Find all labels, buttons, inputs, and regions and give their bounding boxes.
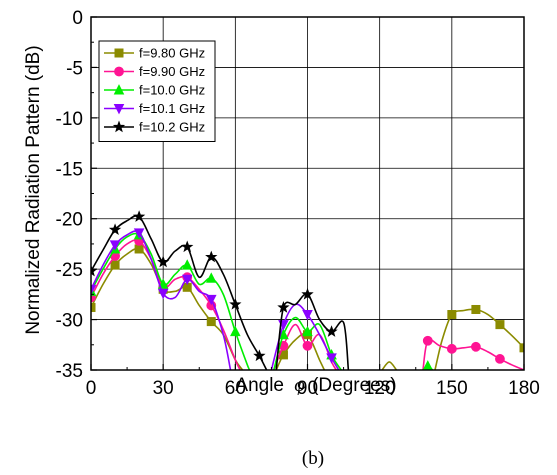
data-point (326, 353, 337, 364)
data-point (253, 349, 266, 362)
data-point (230, 325, 241, 337)
data-point (108, 223, 122, 236)
series-line (91, 232, 251, 370)
data-point (133, 228, 145, 239)
data-point (110, 260, 120, 270)
y-tick-label: -10 (56, 109, 83, 130)
y-tick-label: -15 (56, 159, 83, 180)
data-point (205, 250, 218, 263)
x-axis-label-suffix: (Degrees) (312, 375, 396, 396)
x-axis-label-symbol: φ (294, 375, 305, 396)
x-tick-label: 0 (86, 378, 97, 399)
x-axis-label: Angle φ (Degrees) (235, 375, 396, 396)
figure-caption: (b) (302, 448, 324, 469)
x-axis-label-prefix: Angle (235, 375, 284, 396)
data-point (301, 287, 314, 300)
legend-marker (113, 104, 125, 115)
y-tick-label: -25 (56, 260, 83, 281)
y-axis-label: Normalized Radiation Pattern (dB) (23, 45, 44, 334)
legend-marker (113, 84, 125, 95)
legend-label: f=10.2 GHz (139, 120, 205, 135)
data-point (495, 320, 505, 330)
x-tick-label: 180 (508, 378, 540, 399)
y-tick-label: -30 (56, 311, 83, 332)
data-point (495, 354, 505, 364)
legend-label: f=9.90 GHz (139, 64, 205, 79)
data-point (181, 259, 193, 270)
y-tick-label: -5 (66, 58, 83, 79)
legend-label: f=10.1 GHz (139, 101, 205, 116)
legend-item: f=9.90 GHz (104, 64, 205, 79)
data-point (157, 288, 169, 300)
data-point (447, 310, 457, 320)
data-point (446, 343, 457, 354)
legend-item: f=10.1 GHz (104, 101, 205, 116)
data-point (132, 210, 146, 222)
legend-item: f=10.0 GHz (104, 83, 205, 98)
legend-label: f=10.0 GHz (139, 83, 205, 98)
legend-item: f=9.80 GHz (104, 46, 205, 61)
series-4 (91, 228, 340, 370)
y-tick-label: 0 (72, 8, 83, 29)
y-tick-label: -20 (56, 210, 83, 231)
x-tick-label: 150 (436, 378, 468, 399)
data-point (134, 244, 144, 254)
data-point (91, 284, 97, 296)
data-point (325, 325, 338, 337)
legend: f=9.80 GHz f=9.90 GHz f=10.0 GHz f=10.1 GHz… (98, 40, 216, 142)
data-point (205, 272, 217, 283)
data-point (422, 335, 433, 346)
data-point (229, 297, 242, 310)
y-axis-ticks: 0 -5 -10 -15 -20 -25 -30 -35 (56, 8, 97, 382)
legend-marker (114, 66, 124, 77)
series-line (422, 338, 524, 370)
data-point (302, 340, 313, 351)
data-point (302, 325, 313, 337)
data-point (471, 304, 481, 314)
legend-item: f=10.2 GHz (104, 120, 205, 135)
x-tick-label: 90 (297, 378, 318, 399)
series-5 (91, 210, 350, 370)
x-axis-ticks: 0 30 60 90 120 150 180 (86, 364, 540, 399)
data-point (277, 301, 290, 313)
x-tick-label: 30 (153, 378, 174, 399)
data-point (302, 310, 313, 321)
x-tick-label: 60 (225, 378, 246, 399)
y-tick-label: -35 (56, 361, 83, 382)
legend-marker (112, 120, 126, 133)
x-tick-label: 120 (364, 378, 396, 399)
data-point (157, 255, 170, 268)
data-point (422, 360, 433, 370)
data-point (181, 240, 194, 253)
data-point (206, 317, 216, 327)
data-point (470, 341, 481, 352)
series-line (91, 214, 268, 370)
plot-area (91, 210, 524, 370)
data-point (181, 274, 193, 286)
data-point (109, 240, 121, 251)
series-line (381, 361, 398, 370)
legend-marker (114, 48, 124, 58)
legend-label: f=9.80 GHz (139, 46, 205, 61)
data-point (205, 294, 217, 306)
